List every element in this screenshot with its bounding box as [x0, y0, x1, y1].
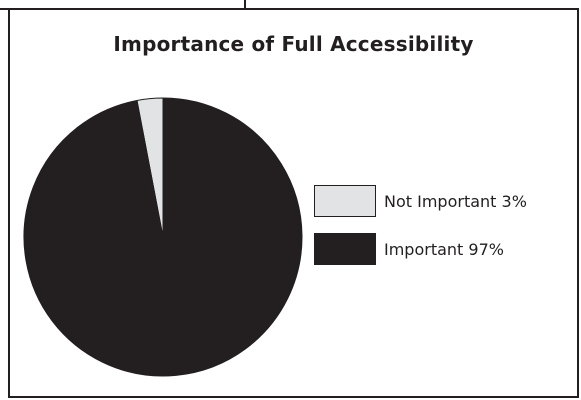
legend-label-not-important: Not Important 3%: [384, 191, 527, 211]
pie-slice-important-97: [23, 97, 303, 377]
legend-swatch-not-important: [314, 185, 376, 217]
pie-chart: [23, 97, 303, 377]
legend-label-important: Important 97%: [384, 239, 504, 259]
chart-title: Importance of Full Accessibility: [113, 32, 474, 56]
legend-swatch-important: [314, 233, 376, 265]
chart-legend: Not Important 3% Important 97%: [314, 184, 527, 280]
legend-item-not-important: Not Important 3%: [314, 184, 527, 218]
legend-item-important: Important 97%: [314, 232, 527, 266]
